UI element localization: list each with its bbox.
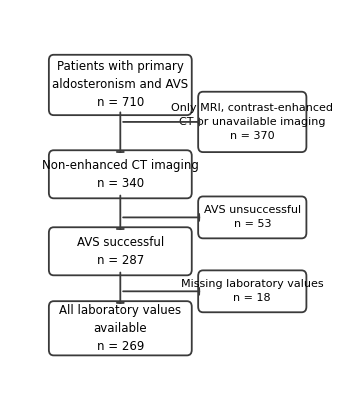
- FancyBboxPatch shape: [49, 227, 192, 275]
- Text: AVS successful
n = 287: AVS successful n = 287: [77, 236, 164, 267]
- FancyBboxPatch shape: [198, 92, 307, 152]
- FancyBboxPatch shape: [49, 301, 192, 355]
- FancyBboxPatch shape: [49, 55, 192, 115]
- Text: Non-enhanced CT imaging
n = 340: Non-enhanced CT imaging n = 340: [42, 159, 199, 190]
- Text: AVS unsuccessful
n = 53: AVS unsuccessful n = 53: [204, 206, 301, 230]
- Text: All laboratory values
available
n = 269: All laboratory values available n = 269: [59, 304, 181, 353]
- FancyBboxPatch shape: [49, 150, 192, 198]
- FancyBboxPatch shape: [198, 270, 307, 312]
- Text: Patients with primary
aldosteronism and AVS
n = 710: Patients with primary aldosteronism and …: [52, 60, 189, 110]
- FancyBboxPatch shape: [198, 196, 307, 238]
- Text: Only MRI, contrast-enhanced
CT or unavailable imaging
n = 370: Only MRI, contrast-enhanced CT or unavai…: [171, 103, 333, 141]
- Text: Missing laboratory values
n = 18: Missing laboratory values n = 18: [181, 279, 324, 303]
